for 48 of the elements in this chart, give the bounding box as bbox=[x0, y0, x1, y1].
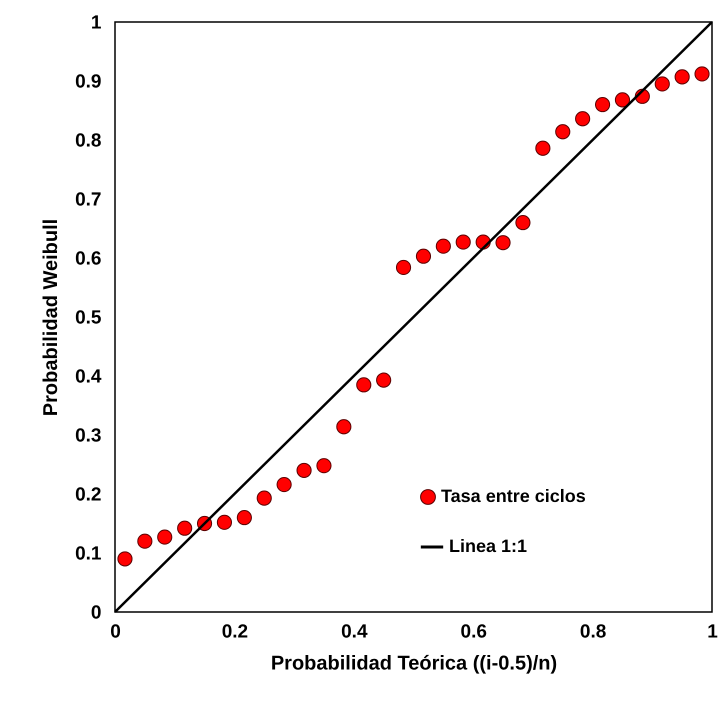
point bbox=[396, 260, 412, 275]
point bbox=[256, 490, 272, 506]
y-tick-label: 0.8 bbox=[75, 130, 102, 152]
y-tick-label: 0.5 bbox=[75, 308, 102, 328]
point bbox=[216, 514, 232, 530]
x-tick-label: 0.8 bbox=[580, 622, 606, 642]
legend-label: Tasa entre ciclos bbox=[441, 486, 586, 506]
point bbox=[495, 235, 511, 250]
point bbox=[674, 69, 690, 84]
point bbox=[575, 111, 590, 126]
point bbox=[416, 248, 432, 264]
x-tick-label: 0.6 bbox=[460, 622, 487, 642]
point bbox=[614, 92, 630, 108]
point bbox=[654, 76, 670, 92]
point bbox=[595, 97, 610, 112]
point bbox=[236, 510, 252, 526]
point bbox=[515, 215, 530, 230]
x-axis-title: Probabilidad Teórica ((i-0.5)/n) bbox=[270, 652, 558, 674]
point bbox=[137, 534, 152, 549]
y-tick-label: 0.7 bbox=[75, 190, 102, 210]
point bbox=[694, 66, 710, 82]
point bbox=[117, 551, 133, 566]
x-tick-label: 0 bbox=[110, 622, 121, 642]
x-tick-label: 1 bbox=[707, 622, 718, 642]
point bbox=[456, 234, 471, 250]
point bbox=[336, 419, 352, 434]
point bbox=[436, 238, 451, 254]
point bbox=[376, 372, 392, 388]
point bbox=[535, 140, 550, 156]
y-tick-label: 0.4 bbox=[75, 366, 102, 388]
point bbox=[316, 458, 332, 474]
y-axis-title: Probabilidad Weibull bbox=[40, 218, 62, 416]
x-tick-label: 0.2 bbox=[222, 622, 248, 642]
y-tick-label: 0 bbox=[90, 602, 102, 624]
point bbox=[276, 477, 292, 492]
y-tick-label: 0.6 bbox=[75, 248, 102, 270]
legend-label: Linea 1:1 bbox=[449, 536, 528, 556]
point bbox=[177, 520, 192, 536]
point bbox=[296, 462, 312, 478]
y-tick-label: 1 bbox=[90, 12, 102, 34]
point bbox=[157, 530, 172, 545]
y-tick-label: 0.2 bbox=[75, 484, 102, 506]
x-tick-label: 0.4 bbox=[341, 622, 368, 642]
y-tick-label: 0.9 bbox=[75, 72, 102, 92]
point bbox=[356, 377, 372, 392]
y-tick-label: 0.3 bbox=[75, 426, 102, 446]
point bbox=[555, 124, 570, 140]
y-tick-label: 0.1 bbox=[75, 544, 102, 564]
